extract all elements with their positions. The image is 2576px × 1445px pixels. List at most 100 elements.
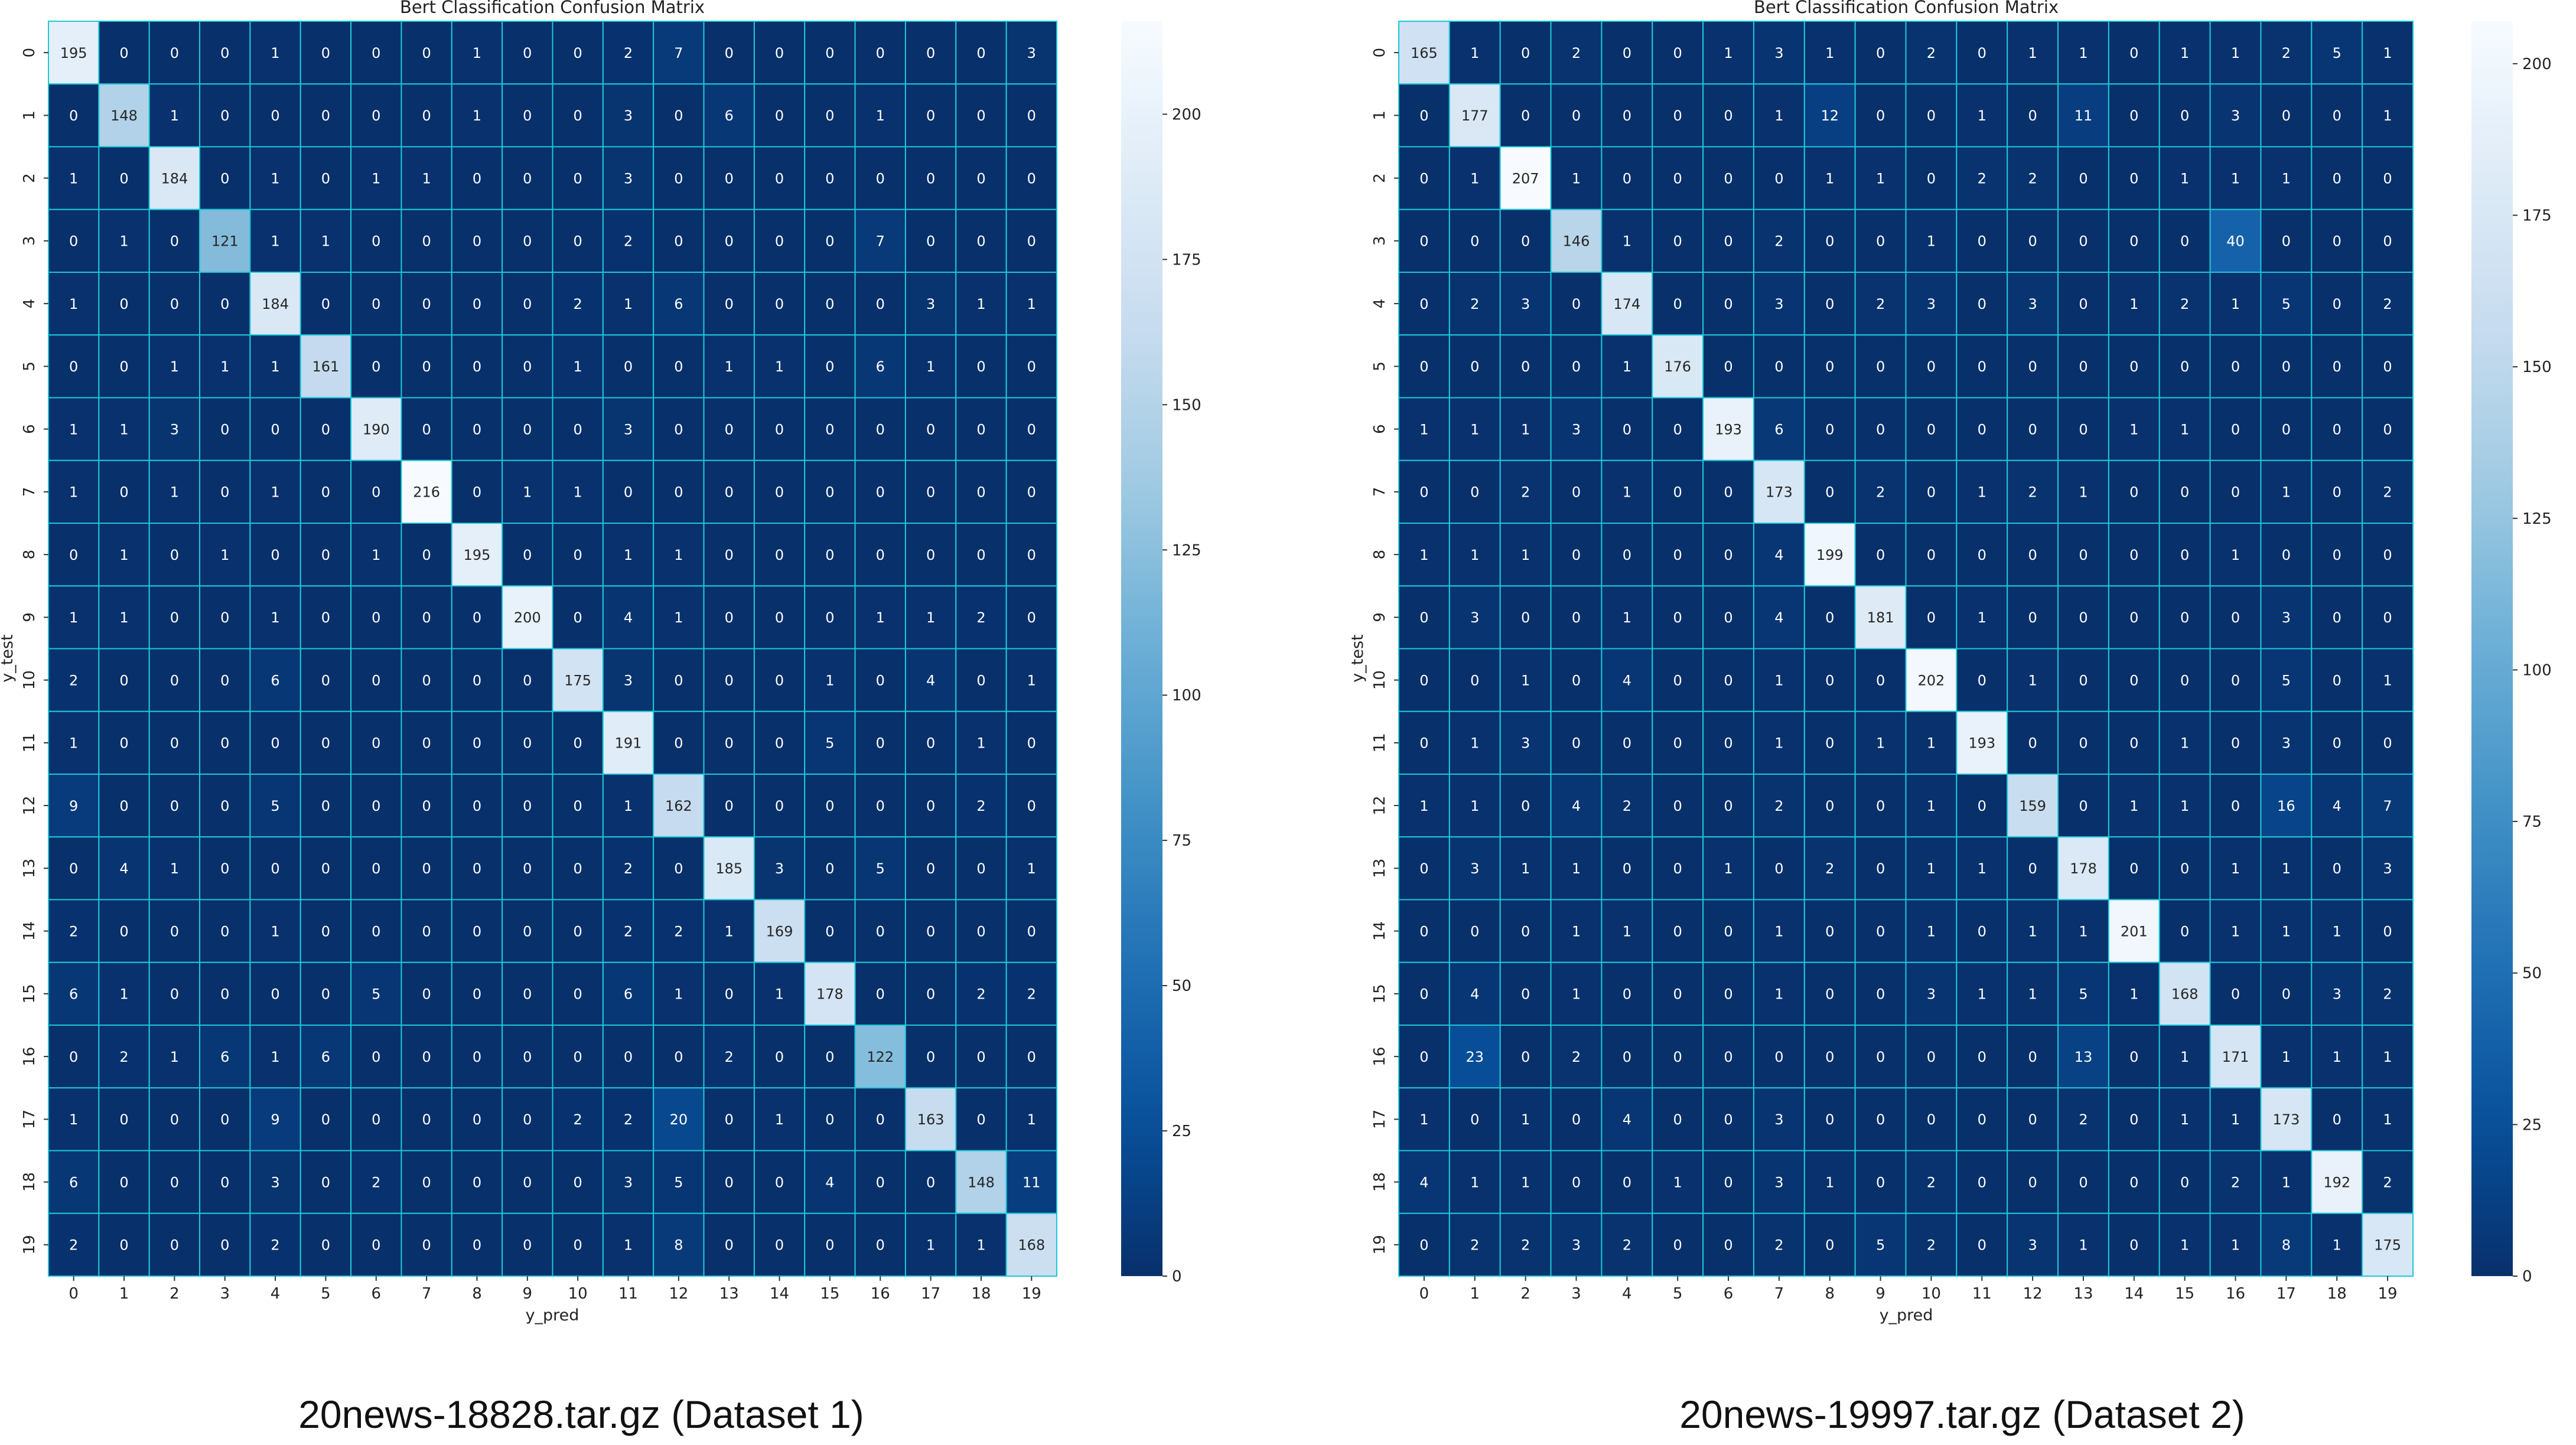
cell-value-label: 0: [825, 609, 834, 626]
heatmap-cell: [1601, 272, 1653, 336]
cell-value-label: 0: [523, 296, 532, 312]
cell-value-label: 0: [1027, 170, 1036, 187]
heatmap-cell: [2260, 710, 2313, 775]
heatmap-cell: [1702, 334, 1754, 399]
cell-value-label: 0: [2129, 735, 2138, 752]
cell-value-label: 0: [574, 45, 582, 61]
cell-value-label: 4: [624, 609, 633, 626]
cell-value-label: 1: [1927, 233, 1936, 250]
heatmap-cell: [148, 585, 201, 650]
cell-value-label: 0: [775, 170, 784, 187]
cell-value-label: 0: [170, 986, 179, 1003]
cell-value-label: 6: [1774, 421, 1783, 438]
cell-value-label: 0: [1978, 1049, 1986, 1065]
cell-value-label: 0: [1673, 421, 1682, 438]
cell-value-label: 1: [69, 421, 78, 438]
heatmap-cell: [1550, 272, 1603, 336]
cell-value-label: 0: [1876, 421, 1885, 438]
x-tick-label: 5: [321, 1285, 331, 1303]
cell-value-label: 0: [1927, 421, 1936, 438]
cell-value-label: 1: [1978, 986, 1986, 1003]
cell-value-label: 0: [523, 672, 532, 689]
cell-value-label: 0: [1978, 421, 1986, 438]
heatmap-cell: [2158, 21, 2211, 85]
cell-value-label: 191: [615, 735, 642, 752]
cell-value-label: 0: [725, 986, 734, 1003]
cell-value-label: 176: [1664, 358, 1691, 375]
cell-value-label: 2: [1521, 484, 1530, 501]
heatmap-cell: [2007, 585, 2059, 650]
cell-value-label: 0: [1876, 1049, 1885, 1065]
cell-value-label: 2: [1623, 1237, 1631, 1254]
heatmap-cell: [2007, 774, 2059, 838]
heatmap-cell: [1005, 83, 1058, 148]
cell-value-label: 3: [624, 107, 633, 124]
cell-value-label: 1: [473, 45, 481, 61]
cell-value-label: 1: [271, 609, 279, 626]
cell-value-label: 0: [1521, 107, 1530, 124]
cell-value-label: 1: [1027, 1111, 1036, 1128]
cell-value-label: 0: [1027, 233, 1036, 250]
cell-value-label: 0: [119, 358, 128, 375]
cell-value-label: 3: [1927, 986, 1936, 1003]
colorbar-tick-label: 75: [2522, 813, 2542, 831]
heatmap-cell: [1753, 1087, 1805, 1152]
cell-value-label: 0: [119, 45, 128, 61]
cell-value-label: 0: [1419, 170, 1428, 187]
cell-value-label: 0: [1027, 609, 1036, 626]
x-tick-label: 14: [2124, 1285, 2144, 1303]
cell-value-label: 195: [464, 547, 491, 563]
cell-value-label: 1: [220, 358, 229, 375]
y-tick-label: 5: [1371, 361, 1389, 371]
cell-value-label: 0: [220, 860, 229, 877]
heatmap-cell: [1854, 21, 1907, 85]
cell-value-label: 0: [775, 672, 784, 689]
heatmap-cell: [1601, 83, 1653, 148]
cell-value-label: 0: [1673, 609, 1682, 626]
heatmap-cell: [2057, 1025, 2109, 1089]
cell-value-label: 1: [1521, 547, 1530, 563]
cell-value-label: 0: [1978, 1237, 1986, 1254]
y-tick-label: 16: [1371, 1047, 1389, 1066]
cell-value-label: 1: [2180, 798, 2189, 814]
cell-value-label: 1: [119, 547, 128, 563]
cell-value-label: 0: [1419, 233, 1428, 250]
heatmap-cell: [1499, 774, 1552, 838]
y-tick-label: 6: [1371, 424, 1389, 434]
heatmap-cell: [1854, 146, 1907, 210]
heatmap-cell: [854, 523, 906, 587]
cell-value-label: 0: [2333, 421, 2341, 438]
cell-value-label: 0: [473, 233, 481, 250]
cell-value-label: 0: [1825, 986, 1834, 1003]
cell-value-label: 0: [926, 1049, 935, 1065]
cell-value-label: 0: [1876, 547, 1885, 563]
heatmap-cell: [98, 146, 150, 210]
heatmap-cell: [2311, 774, 2363, 838]
heatmap-cell: [2007, 648, 2059, 712]
cell-value-label: 0: [926, 107, 935, 124]
heatmap-cell: [1753, 961, 1805, 1026]
heatmap-cell: [602, 334, 654, 399]
heatmap-cell: [2311, 21, 2363, 85]
heatmap-cell: [2057, 146, 2109, 210]
cell-value-label: 1: [69, 609, 78, 626]
heatmap-cell: [2311, 459, 2363, 524]
cell-value-label: 1: [1623, 484, 1631, 501]
cell-value-label: 0: [1978, 296, 1986, 312]
x-tick-label: 10: [568, 1285, 588, 1303]
heatmap-cell: [1499, 83, 1552, 148]
cell-value-label: 2: [1927, 1237, 1936, 1254]
cell-value-label: 0: [220, 107, 229, 124]
heatmap-cell: [804, 272, 856, 336]
cell-value-label: 1: [271, 233, 279, 250]
heatmap-cell: [148, 21, 201, 85]
cell-value-label: 0: [674, 421, 683, 438]
cell-value-label: 1: [926, 1237, 935, 1254]
cell-value-label: 0: [825, 45, 834, 61]
heatmap-cell: [2108, 523, 2160, 587]
heatmap-cell: [602, 397, 654, 461]
cell-value-label: 0: [119, 923, 128, 940]
cell-value-label: 0: [1724, 170, 1732, 187]
heatmap-cell: [1005, 774, 1058, 838]
heatmap-cell: [2209, 146, 2262, 210]
